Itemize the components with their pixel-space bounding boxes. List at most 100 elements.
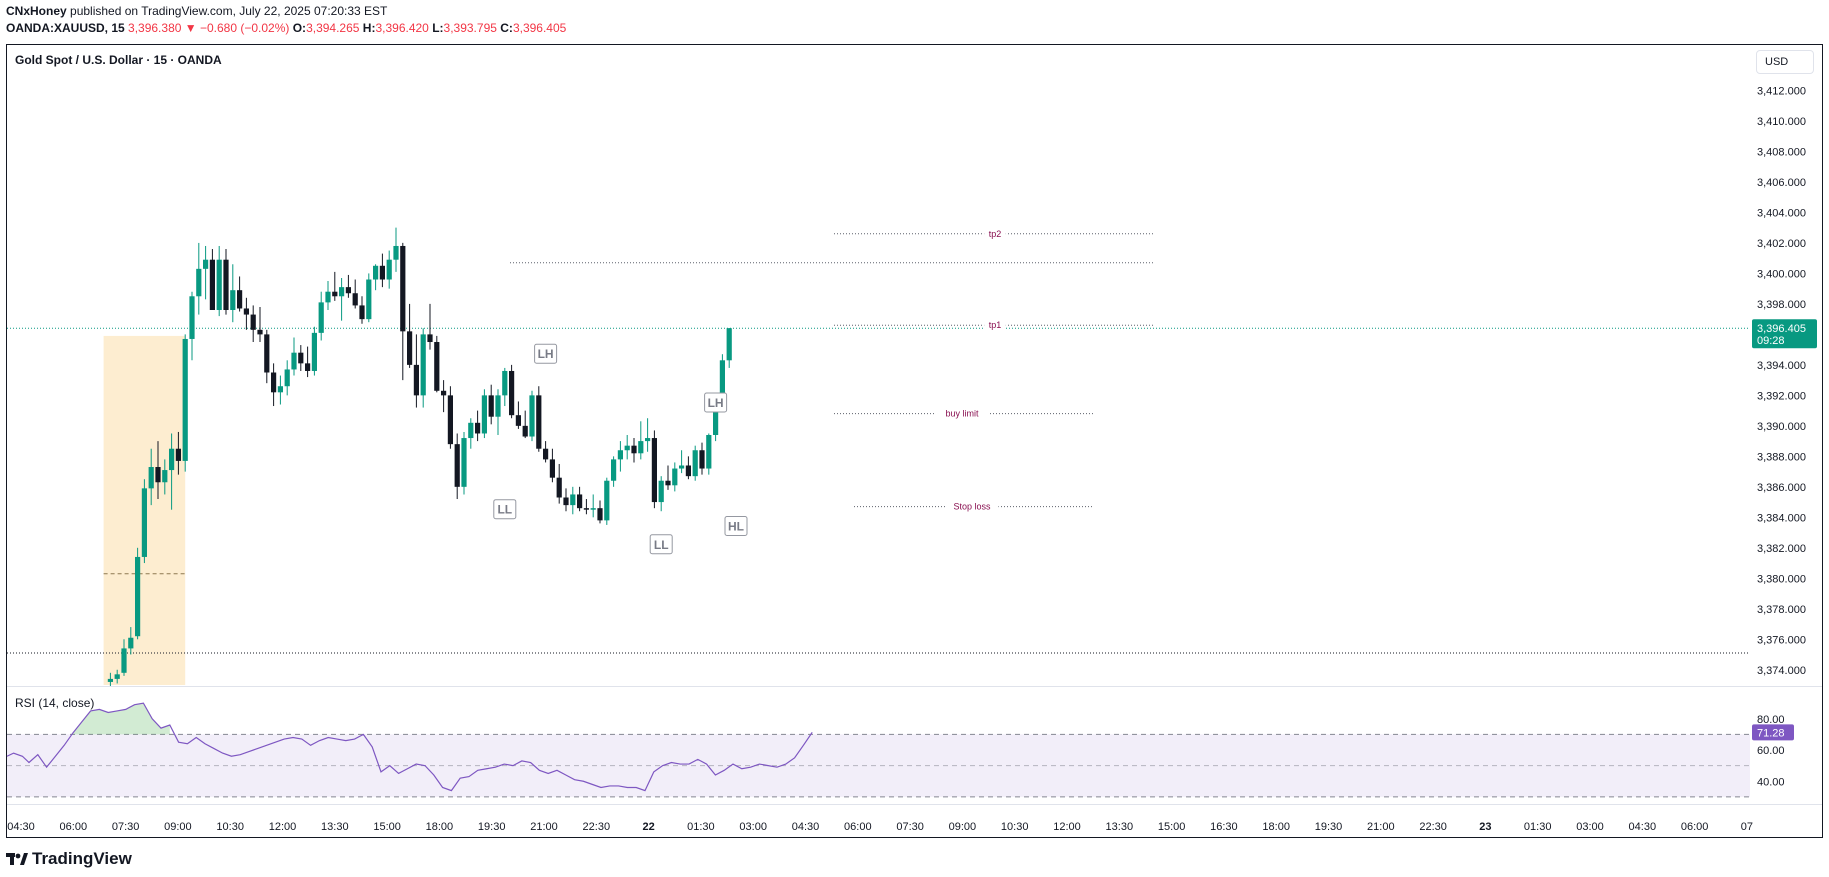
candle — [318, 291, 324, 341]
candle-body — [549, 459, 555, 478]
candle — [597, 500, 603, 524]
candle-body — [556, 477, 562, 498]
y-tick-label: 3,402.000 — [1757, 238, 1806, 250]
candle — [502, 367, 508, 407]
candle — [148, 448, 154, 506]
x-tick-label: 15:00 — [373, 821, 401, 833]
chart-frame — [6, 44, 1823, 838]
candle — [590, 494, 596, 518]
y-tick-label: 3,374.000 — [1757, 665, 1806, 677]
swing-label-text: LL — [654, 538, 669, 552]
symbol: OANDA:XAUUSD, 15 — [6, 21, 125, 35]
candle — [726, 327, 732, 368]
candle — [203, 245, 209, 300]
candle-body — [447, 395, 453, 445]
candle-body — [515, 415, 521, 426]
tradingview-logo[interactable]: TradingView — [6, 849, 132, 869]
candle — [359, 296, 365, 324]
candle-body — [339, 287, 345, 297]
y-tick-label: 3,398.000 — [1757, 299, 1806, 311]
y-tick-label: 3,394.000 — [1757, 360, 1806, 372]
swing-label-lh: LH — [534, 343, 558, 364]
candle — [339, 277, 345, 321]
candle — [264, 329, 270, 384]
candle-body — [203, 259, 209, 269]
y-tick-label: 3,410.000 — [1757, 116, 1806, 128]
candle — [393, 227, 399, 272]
last-price-tag — [1752, 319, 1817, 349]
candle-body — [366, 279, 372, 320]
candle-body — [434, 342, 440, 391]
candle-body — [250, 314, 256, 330]
x-tick-label: 22:30 — [1419, 821, 1447, 833]
candle — [175, 431, 181, 475]
candle-body — [182, 338, 188, 461]
candle-body — [529, 395, 535, 437]
tp2-label-bg — [984, 227, 1006, 239]
candle-body — [257, 329, 263, 335]
candle — [529, 390, 535, 442]
y-tick-label: 3,408.000 — [1757, 146, 1806, 158]
open-value: 3,394.265 — [306, 21, 360, 35]
candle-body — [223, 259, 229, 310]
candle — [237, 276, 243, 312]
candle — [155, 441, 161, 500]
publisher-name[interactable]: CNxHoney — [6, 4, 67, 18]
candle-body — [577, 494, 583, 509]
x-tick-label: 21:00 — [1367, 821, 1395, 833]
x-tick-label: 01:30 — [1524, 821, 1552, 833]
rsi-line — [6, 702, 813, 792]
y-tick-label: 3,406.000 — [1757, 177, 1806, 189]
x-tick-label: 23 — [1479, 821, 1491, 833]
candle — [536, 386, 542, 452]
candle-body — [352, 293, 358, 306]
candle-body — [230, 290, 236, 310]
stop-loss-label-bg — [945, 500, 999, 512]
y-tick-label: 3,390.000 — [1757, 421, 1806, 433]
candle-body — [141, 488, 147, 557]
swing-label-ll: LL — [493, 499, 517, 520]
y-tick-label: 3,376.000 — [1757, 634, 1806, 646]
candle-body — [441, 390, 447, 396]
candle-body — [155, 467, 161, 483]
candle — [624, 435, 630, 460]
candle-body — [189, 296, 195, 339]
rsi-title[interactable]: RSI (14, close) — [15, 696, 94, 710]
candle-body — [692, 450, 698, 477]
x-tick-label: 12:00 — [1053, 821, 1081, 833]
candle — [311, 326, 317, 376]
candle-body — [563, 497, 569, 506]
candle-body — [495, 395, 501, 417]
candle-body — [631, 445, 637, 454]
high-label: H: — [362, 21, 376, 35]
candle — [162, 459, 168, 495]
candle — [563, 488, 569, 512]
rsi-overbought-fill — [73, 703, 170, 735]
candle-body — [590, 508, 596, 510]
candle — [141, 479, 147, 564]
candle-body — [311, 332, 317, 371]
y-tick-label: 3,384.000 — [1757, 512, 1806, 524]
candle — [631, 438, 637, 463]
candle-body — [114, 674, 120, 679]
candle-body — [672, 468, 678, 486]
candle-body — [611, 459, 617, 481]
swing-label-text: LH — [708, 396, 724, 410]
symbol-info: OANDA:XAUUSD, 15 3,396.380 ▼ −0.680 (−0.… — [6, 21, 566, 35]
x-tick-label: 19:30 — [478, 821, 506, 833]
rsi-last-tag — [1752, 724, 1794, 741]
candle — [495, 389, 501, 435]
currency-button[interactable]: USD — [1756, 50, 1814, 74]
y-tick-label: 3,378.000 — [1757, 604, 1806, 616]
x-tick-label: 04:30 — [1629, 821, 1657, 833]
candle — [243, 297, 249, 330]
candle-body — [325, 291, 331, 303]
candle — [250, 305, 256, 343]
candle-body — [658, 480, 664, 503]
candle-body — [570, 494, 576, 506]
candle — [345, 274, 351, 298]
candle-body — [291, 352, 297, 370]
candle — [427, 303, 433, 350]
candle — [379, 253, 385, 288]
